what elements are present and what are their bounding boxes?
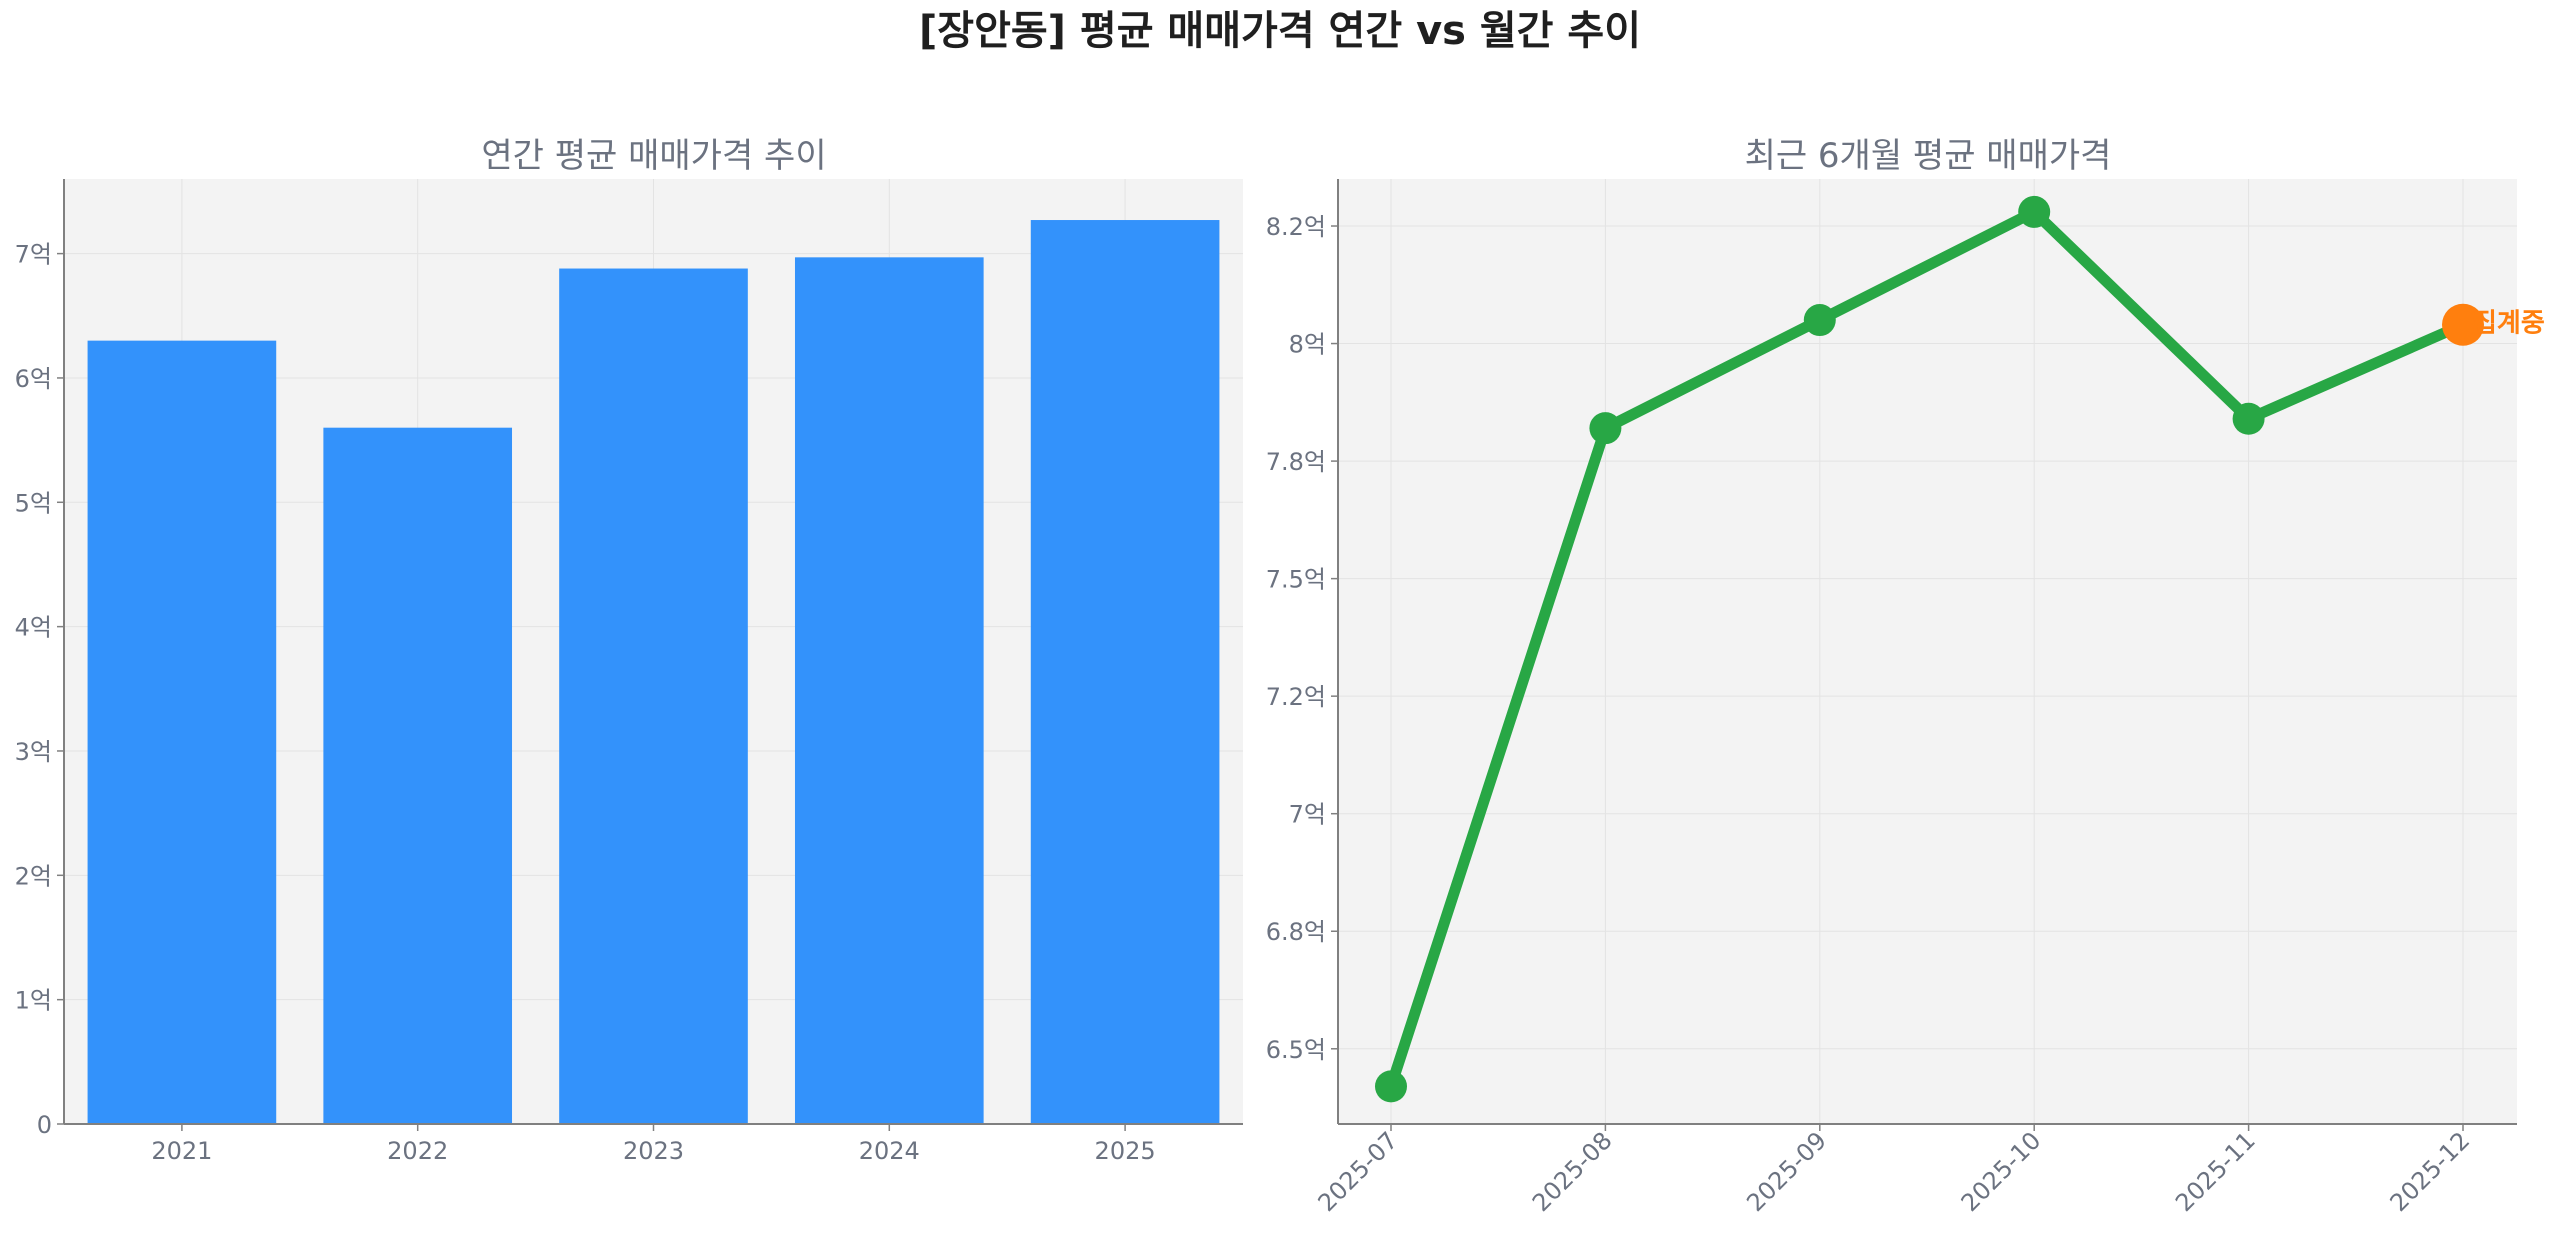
point-2025-07	[1375, 1070, 1407, 1103]
point-2025-09	[1803, 304, 1836, 337]
bar-2021	[87, 340, 277, 1124]
y-tick-label: 6.5억	[1266, 1036, 1326, 1064]
y-tick-label: 3억	[15, 738, 52, 766]
point-2025-12-highlight	[2442, 303, 2484, 346]
price-line	[1385, 206, 2469, 1092]
bar-2025	[1030, 220, 1220, 1124]
y-tick-label: 8.2억	[1266, 213, 1326, 241]
y-tick-label: 7억	[1289, 801, 1326, 829]
y-tick-label: 5억	[15, 489, 52, 517]
point-2025-11	[2232, 402, 2265, 435]
plot-area	[1338, 179, 2517, 1124]
annual-chart-title: 연간 평균 매매가격 추이	[481, 136, 826, 176]
y-tick-label: 1억	[15, 987, 52, 1015]
y-tick-label: 6억	[15, 365, 52, 393]
y-tick-label: 7억	[15, 241, 52, 269]
y-tick-label: 4억	[15, 614, 52, 642]
annual-bar-chart: 연간 평균 매매가격 추이 0 1억 2억 3억 4억 5억 6억 7억 2021 2022 202…	[15, 136, 1243, 1165]
y-tick-label: 0	[37, 1111, 52, 1139]
x-tick-label: 2022	[387, 1137, 448, 1165]
monthly-chart-title: 최근 6개월 평균 매매가격	[1745, 136, 2112, 176]
y-tick-label: 7.8억	[1266, 448, 1326, 476]
y-tick-label: 8억	[1289, 331, 1326, 359]
y-tick-label: 7.5억	[1266, 566, 1326, 594]
monthly-line-chart: 최근 6개월 평균 매매가격 6.5억 6.8억 7억 7.2억 7.5억 7.8억 8억 8…	[1266, 136, 2545, 1217]
annotation-label: 집계중	[2473, 309, 2545, 339]
point-2025-08	[1589, 412, 1622, 445]
bar-2023	[559, 268, 748, 1124]
x-tick-label: 2021	[151, 1137, 212, 1165]
y-tick-label: 6.8억	[1266, 918, 1326, 946]
figure-suptitle: [장안동] 평균 매매가격 연간 vs 월간 추이	[919, 8, 1641, 54]
y-tick-label: 2억	[15, 862, 52, 890]
bar-2022	[323, 427, 513, 1124]
x-tick-label: 2025	[1095, 1137, 1156, 1165]
x-tick-label: 2024	[859, 1137, 920, 1165]
point-2025-10	[2018, 195, 2051, 228]
x-tick-label: 2023	[623, 1137, 684, 1165]
y-tick-label: 7.2억	[1266, 683, 1326, 711]
bar-2024	[794, 257, 984, 1124]
